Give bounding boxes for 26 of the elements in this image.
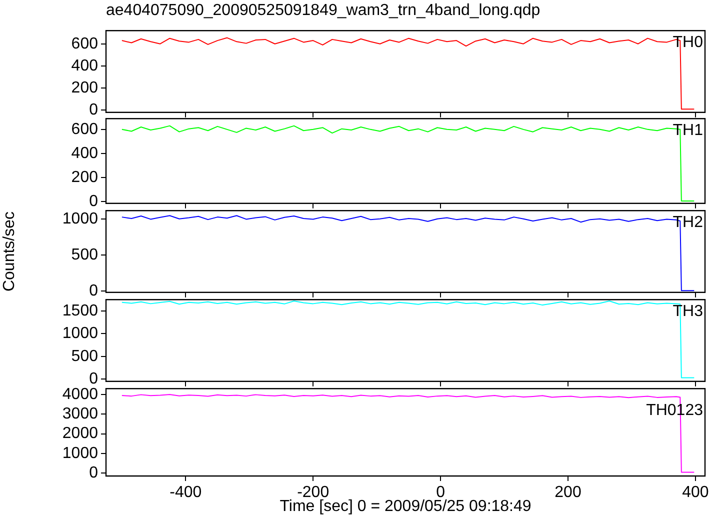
x-tick-label: 400 [682, 484, 709, 502]
y-tick-label: 4000 [62, 386, 98, 403]
y-tick-label: 500 [71, 348, 98, 365]
y-tick-label: 3000 [62, 406, 98, 423]
y-tick-label: 400 [71, 57, 98, 74]
y-tick-label: 200 [71, 79, 98, 96]
y-tick-label: 0 [89, 464, 98, 482]
series-label: TH1 [672, 122, 704, 140]
y-tick-label: 1000 [62, 444, 98, 462]
y-tick-label: 0 [89, 102, 98, 119]
y-tick-label: 0 [89, 370, 98, 388]
y-tick-label: 1000 [62, 210, 98, 228]
y-tick-label: 200 [71, 168, 98, 186]
chart-title: ae404075090_20090525091849_wam3_trn_4band_long.qdp [106, 2, 540, 20]
y-tick-label: 600 [71, 35, 98, 52]
y-tick-label: 600 [71, 120, 98, 138]
y-tick-label: 0 [89, 193, 98, 210]
y-tick-label: 1500 [62, 302, 98, 320]
x-tick-label: 200 [554, 484, 582, 502]
y-tick-label: 0 [89, 282, 98, 300]
y-tick-label: 1000 [62, 325, 98, 342]
y-tick-label: 400 [71, 144, 98, 162]
y-axis-title: Counts/sec [1, 211, 18, 292]
y-tick-label: 500 [71, 246, 98, 264]
y-tick-label: 2000 [62, 425, 98, 442]
x-tick-label: -400 [170, 484, 202, 502]
